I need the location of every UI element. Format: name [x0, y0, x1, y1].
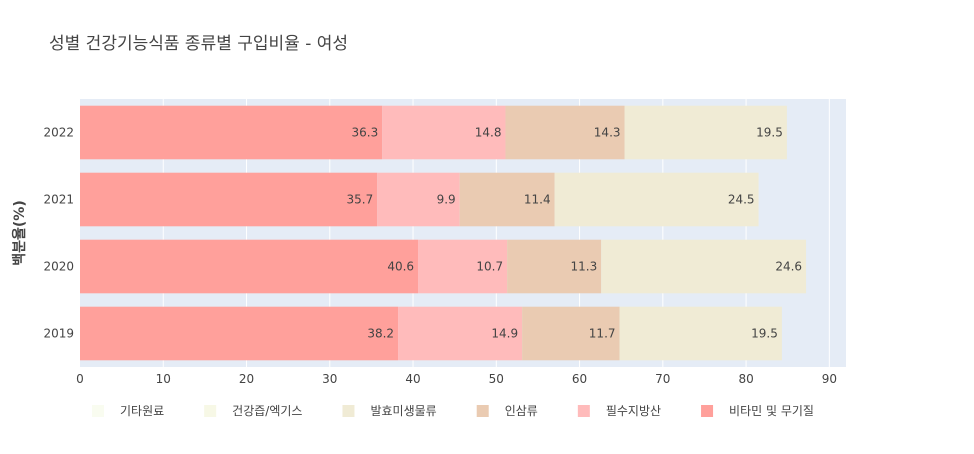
data-label: 11.4: [524, 193, 551, 207]
y-axis-ticks: 2019 2020 2021 2022: [43, 126, 74, 341]
legend-swatch: [204, 405, 217, 417]
x-axis-ticks: 0 10 20 30 40 50 60 70 80 90: [76, 372, 837, 386]
data-label: 10.7: [476, 260, 503, 274]
data-label: 14.9: [491, 327, 518, 341]
bar: [522, 306, 620, 361]
x-tick-label: 10: [156, 372, 171, 386]
bar: [80, 105, 383, 160]
bar: [459, 172, 555, 227]
x-tick-label: 50: [489, 372, 504, 386]
data-label: 11.3: [570, 260, 597, 274]
data-label: 35.7: [347, 193, 374, 207]
bar: [80, 306, 399, 361]
data-label: 38.2: [367, 327, 394, 341]
legend-label: 인삼류: [505, 404, 538, 418]
chart-title: 성별 건강기능식품 종류별 구입비율 - 여성: [49, 34, 348, 54]
x-tick-label: 70: [655, 372, 670, 386]
bar: [418, 239, 508, 294]
y-tick-label: 2021: [43, 193, 74, 207]
bar: [80, 172, 378, 227]
legend-label: 발효미생물류: [370, 404, 436, 418]
legend: 기타원료 건강즙/엑기스 발효미생물류 인삼류 필수지방산 비타민 및 무기질: [92, 404, 814, 418]
x-tick-label: 80: [738, 372, 753, 386]
data-label: 40.6: [387, 260, 414, 274]
x-tick-label: 0: [76, 372, 84, 386]
legend-label: 필수지방산: [606, 404, 661, 418]
legend-swatch: [92, 405, 104, 417]
legend-swatch: [342, 405, 355, 417]
y-tick-label: 2019: [43, 327, 74, 341]
bar: [554, 172, 759, 227]
bar: [624, 105, 787, 160]
x-tick-label: 20: [239, 372, 254, 386]
y-tick-label: 2020: [43, 260, 74, 274]
x-tick-label: 30: [322, 372, 337, 386]
y-axis-label: 백분율(%): [11, 200, 28, 265]
data-label: 14.8: [475, 126, 502, 140]
legend-label: 비타민 및 무기질: [729, 404, 814, 418]
data-label: 24.5: [728, 193, 755, 207]
bars: [80, 105, 807, 361]
data-label: 14.3: [594, 126, 621, 140]
data-label: 11.7: [589, 327, 616, 341]
data-labels: 38.2 14.9 11.7 19.5 40.6 10.7 11.3 24.6 35.7 9.9 1…: [347, 126, 803, 341]
legend-label: 기타원료: [120, 404, 164, 418]
data-label: 19.5: [751, 327, 778, 341]
x-tick-label: 90: [822, 372, 837, 386]
data-label: 36.3: [352, 126, 379, 140]
bar: [601, 239, 807, 294]
x-tick-label: 60: [572, 372, 587, 386]
legend-swatch: [701, 405, 714, 417]
legend-swatch: [476, 405, 489, 417]
bar: [382, 105, 506, 160]
bar: [507, 239, 602, 294]
legend-label: 건강즙/엑기스: [232, 404, 302, 418]
data-label: 19.5: [756, 126, 783, 140]
y-tick-label: 2022: [43, 126, 74, 140]
bar: [505, 105, 625, 160]
bar: [80, 239, 419, 294]
bar: [619, 306, 782, 361]
x-tick-label: 40: [405, 372, 420, 386]
data-label: 24.6: [775, 260, 802, 274]
legend-swatch: [577, 405, 590, 417]
bar: [377, 172, 460, 227]
bar: [398, 306, 523, 361]
data-label: 9.9: [437, 193, 456, 207]
